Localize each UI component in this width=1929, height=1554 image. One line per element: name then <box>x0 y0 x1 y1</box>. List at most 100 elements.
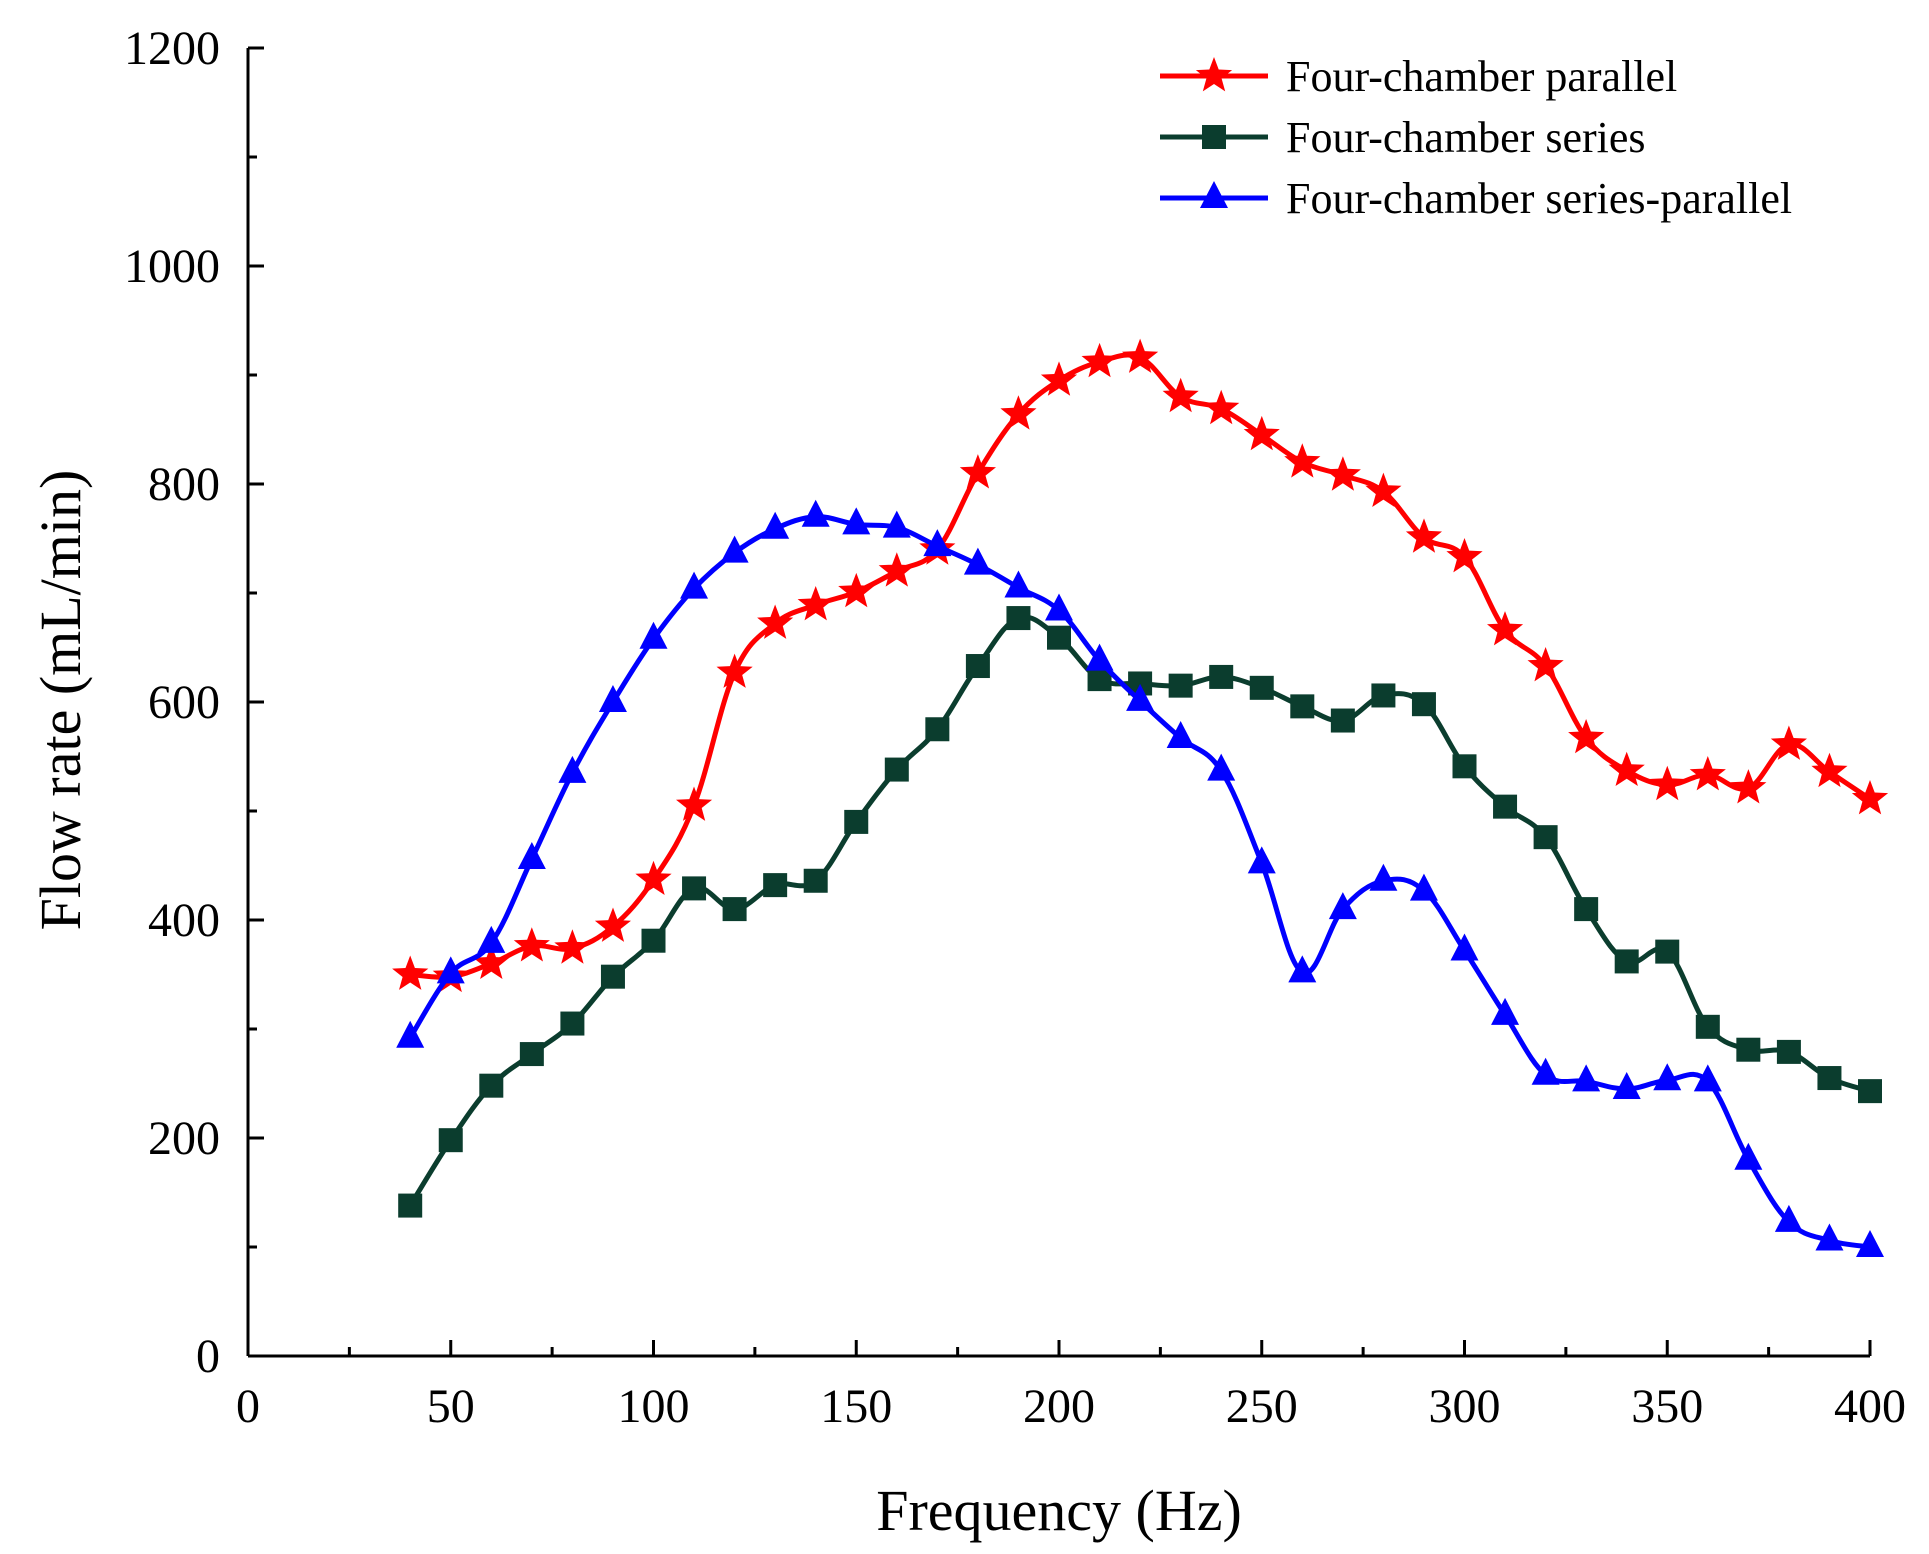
data-point-square <box>1371 683 1396 708</box>
data-point-star <box>1000 395 1037 430</box>
data-point-star <box>797 586 834 621</box>
legend-marker-star <box>1195 57 1233 92</box>
data-point-star <box>554 929 591 964</box>
data-point-triangle <box>1207 753 1236 781</box>
data-point-star <box>1284 443 1321 478</box>
data-point-star <box>757 604 794 639</box>
data-point-star <box>838 572 875 608</box>
data-point-star <box>594 907 631 942</box>
y-tick-label: 200 <box>148 1112 220 1165</box>
data-point-triangle <box>1774 1204 1803 1232</box>
data-point-star <box>1365 472 1402 507</box>
data-point-star <box>1649 765 1686 801</box>
data-point-star <box>1203 389 1240 425</box>
x-tick-label: 200 <box>1023 1380 1095 1433</box>
data-point-star <box>473 944 510 979</box>
data-point-triangle <box>1450 933 1479 961</box>
x-tick-label: 0 <box>236 1380 260 1433</box>
data-point-square <box>965 654 990 679</box>
data-point-star <box>1081 342 1118 378</box>
data-point-triangle <box>1166 720 1195 748</box>
x-tick-label: 300 <box>1429 1380 1501 1433</box>
data-point-square <box>519 1042 544 1067</box>
data-point-triangle <box>761 511 790 539</box>
data-point-square <box>1695 1014 1720 1039</box>
data-point-triangle <box>598 685 627 712</box>
data-point-star <box>1446 538 1483 573</box>
data-point-star <box>1527 647 1564 682</box>
data-point-square <box>1168 673 1193 698</box>
data-point-square <box>722 897 747 922</box>
x-tick-label: 250 <box>1226 1380 1298 1433</box>
y-tick-label: 600 <box>148 676 220 729</box>
data-point-star <box>1162 377 1199 413</box>
data-point-square <box>600 964 625 989</box>
y-tick-label: 800 <box>148 458 220 511</box>
data-point-square <box>1533 825 1558 850</box>
data-point-triangle <box>963 547 992 575</box>
series-3 <box>396 499 1884 1257</box>
data-point-square <box>641 928 666 953</box>
data-point-square <box>763 873 788 898</box>
data-point-star <box>1811 752 1848 788</box>
data-point-triangle <box>720 535 749 563</box>
data-point-star <box>1243 415 1280 451</box>
data-point-square <box>479 1073 504 1098</box>
data-point-triangle <box>1856 1230 1884 1257</box>
series-2 <box>398 606 1882 1218</box>
data-point-square <box>925 717 950 742</box>
data-point-triangle <box>477 925 506 953</box>
data-point-triangle <box>801 499 830 527</box>
data-point-triangle <box>680 571 709 599</box>
data-point-triangle <box>1288 955 1317 983</box>
data-point-triangle <box>1409 873 1438 901</box>
legend-label: Four-chamber series-parallel <box>1286 174 1792 223</box>
data-point-square <box>1249 675 1274 700</box>
data-point-star <box>1487 611 1524 646</box>
data-point-triangle <box>1693 1064 1722 1092</box>
data-point-square <box>844 809 869 834</box>
data-point-triangle <box>1531 1057 1560 1085</box>
data-point-square <box>560 1011 585 1036</box>
data-point-star <box>716 653 753 688</box>
data-point-triangle <box>1734 1142 1763 1170</box>
data-point-triangle <box>1328 892 1357 920</box>
data-point-square <box>1776 1039 1801 1064</box>
data-point-square <box>1493 794 1518 819</box>
data-point-square <box>1736 1037 1761 1062</box>
data-point-square <box>1655 939 1680 964</box>
data-point-square <box>1209 664 1234 689</box>
data-point-square <box>1047 625 1071 650</box>
data-point-triangle <box>1815 1223 1844 1251</box>
data-point-triangle <box>882 510 911 538</box>
data-point-triangle <box>1612 1071 1641 1099</box>
data-point-square <box>803 868 828 893</box>
data-point-star <box>1689 756 1726 791</box>
y-tick-label: 1000 <box>124 240 220 293</box>
series-line <box>410 352 1872 980</box>
x-tick-label: 50 <box>427 1380 475 1433</box>
legend-item: Four-chamber series-parallel <box>1160 174 1792 223</box>
data-point-triangle <box>1085 643 1114 671</box>
series-layer <box>392 338 1889 1257</box>
data-point-triangle <box>517 841 546 869</box>
data-point-star <box>1568 719 1605 754</box>
data-point-star <box>1770 725 1807 760</box>
data-point-star <box>959 454 996 489</box>
data-point-triangle <box>1004 570 1033 598</box>
data-point-square <box>682 876 707 901</box>
x-tick-label: 400 <box>1834 1380 1906 1433</box>
axes: 0 50 100 150 200 250 300 350 400 0 200 400 600 800 100… <box>124 22 1906 1433</box>
data-point-square <box>1614 949 1639 974</box>
data-point-star <box>1608 751 1645 786</box>
data-point-star <box>635 860 672 895</box>
data-point-square <box>1574 897 1599 922</box>
data-point-square <box>1452 754 1477 779</box>
x-tick-label: 150 <box>820 1380 892 1433</box>
data-point-triangle <box>1247 846 1276 874</box>
data-point-star <box>676 786 713 821</box>
data-point-triangle <box>1369 863 1398 891</box>
data-point-square <box>1817 1066 1842 1091</box>
legend-label: Four-chamber parallel <box>1286 52 1677 101</box>
